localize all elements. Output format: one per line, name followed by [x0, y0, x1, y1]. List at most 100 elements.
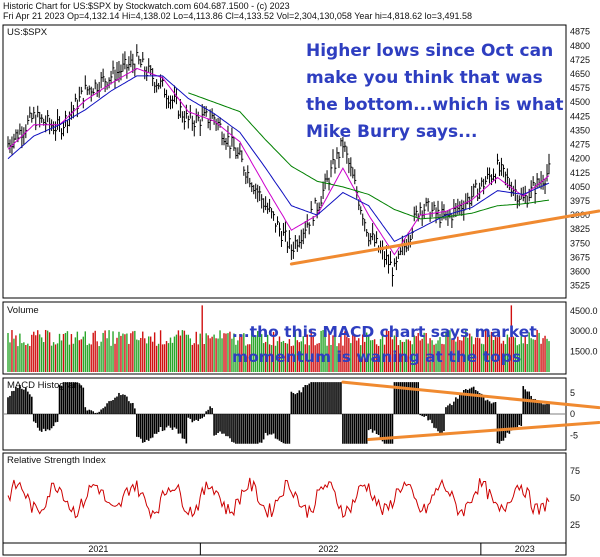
- volume-bar: [538, 332, 540, 372]
- macd-bar: [371, 414, 374, 433]
- macd-lower-trendline: [367, 421, 600, 441]
- macd-bar: [27, 391, 29, 414]
- macd-bar: [381, 414, 384, 442]
- volume-bar: [155, 345, 158, 372]
- volume-bar: [407, 339, 410, 372]
- macd-bar: [124, 394, 126, 414]
- macd-series: [4, 382, 565, 444]
- time-axis: [2, 542, 567, 556]
- ma-mid-line: [7, 75, 550, 243]
- macd-bar: [401, 382, 404, 414]
- volume-bar: [266, 334, 269, 372]
- volume-bar: [439, 337, 441, 372]
- macd-bar: [66, 382, 69, 414]
- price-series: [7, 44, 551, 287]
- price-tick-label: 4500: [570, 97, 590, 107]
- volume-bar: [421, 338, 423, 372]
- macd-bar: [32, 414, 35, 422]
- macd-bar: [175, 414, 178, 429]
- macd-bar: [332, 382, 334, 414]
- macd-bar: [435, 414, 437, 429]
- volume-bar: [304, 344, 306, 372]
- volume-bar: [54, 344, 57, 372]
- volume-bar: [86, 345, 88, 372]
- macd-bar: [312, 382, 314, 414]
- macd-bar: [108, 401, 110, 414]
- macd-bar: [320, 382, 322, 414]
- macd-bar: [40, 414, 43, 432]
- macd-bar: [520, 414, 523, 426]
- macd-bar: [427, 414, 429, 421]
- macd-bar: [310, 382, 312, 414]
- volume-bar: [84, 331, 86, 372]
- volume-bar: [72, 343, 75, 372]
- volume-bar: [455, 341, 457, 372]
- macd-bar: [455, 397, 457, 414]
- volume-bar: [15, 335, 17, 372]
- macd-bar: [480, 393, 483, 414]
- annotation-bottom: ...tho this MACD chart says market momen…: [232, 323, 537, 366]
- year-tick-label: 2021: [88, 544, 108, 554]
- macd-bar: [163, 414, 166, 431]
- volume-bar: [241, 334, 243, 372]
- macd-bar: [296, 392, 299, 414]
- volume-bar: [348, 338, 350, 372]
- macd-bar: [348, 414, 350, 444]
- volume-bar: [255, 335, 257, 372]
- volume-bar: [44, 329, 47, 372]
- volume-bar: [467, 337, 469, 372]
- price-tick-label: 3825: [570, 224, 590, 234]
- macd-bar: [80, 385, 83, 414]
- macd-bar: [464, 389, 467, 414]
- macd-bar: [425, 414, 427, 417]
- macd-bar: [258, 414, 261, 443]
- volume-bar: [60, 340, 63, 372]
- macd-bar: [405, 382, 408, 414]
- volume-bar: [221, 338, 223, 372]
- volume-bar: [130, 333, 132, 372]
- macd-bar: [132, 402, 134, 414]
- volume-bar: [296, 340, 299, 372]
- rsi-panel: [2, 452, 567, 544]
- volume-bar: [74, 337, 77, 372]
- annotation-top: Higher lows since Oct can make you think…: [306, 41, 564, 142]
- macd-bar: [100, 409, 102, 414]
- macd-bar: [508, 414, 511, 434]
- macd-bar: [52, 414, 55, 427]
- macd-bar: [165, 414, 168, 428]
- volume-bar: [350, 343, 352, 372]
- macd-bar: [413, 382, 416, 414]
- macd-bar: [486, 399, 489, 414]
- price-tick-label: 3525: [570, 281, 590, 291]
- volume-bar: [332, 335, 334, 372]
- macd-bar: [500, 414, 503, 441]
- price-tick-label: 4050: [570, 182, 590, 192]
- macd-bar: [385, 414, 388, 444]
- macd-bar: [365, 414, 368, 444]
- macd-bar: [288, 414, 291, 444]
- volume-bar: [17, 346, 19, 372]
- macd-upper-trendline: [341, 380, 600, 410]
- volume-bar: [401, 341, 404, 372]
- volume-bar: [114, 343, 116, 372]
- macd-bar: [187, 414, 190, 418]
- macd-bar: [86, 410, 89, 414]
- volume-bar: [476, 337, 479, 372]
- volume-bar: [175, 334, 178, 372]
- macd-bar: [294, 394, 297, 414]
- macd-bar: [256, 414, 259, 444]
- macd-bar: [199, 414, 202, 419]
- volume-bar: [334, 330, 336, 372]
- volume-bar: [278, 336, 281, 372]
- rsi-tick-label: 75: [570, 466, 580, 476]
- volume-bar: [37, 330, 39, 372]
- macd-bar: [476, 391, 479, 414]
- macd-bar: [161, 414, 164, 432]
- macd-bar: [544, 404, 546, 414]
- macd-bar: [246, 414, 249, 444]
- volume-bar: [352, 334, 354, 372]
- volume-bar: [324, 331, 326, 372]
- volume-bar: [207, 335, 209, 372]
- macd-bar: [308, 383, 311, 414]
- macd-bar: [245, 414, 247, 444]
